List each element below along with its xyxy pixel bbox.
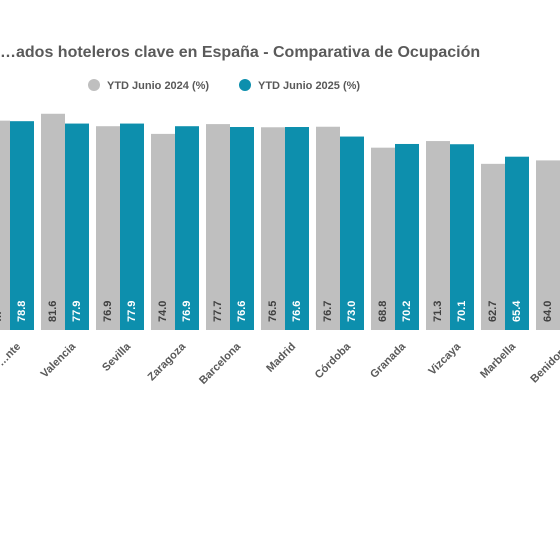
- value-label-2024-6: 76.7: [322, 301, 334, 322]
- chart-title: …ados hoteleros clave en España - Compar…: [0, 44, 480, 61]
- bar-2025-8: [450, 144, 474, 330]
- value-label-2024-2: 76.9: [102, 301, 114, 322]
- bar-2025-7: [395, 143, 419, 330]
- bar-2024-6: [316, 126, 340, 331]
- value-label-2024-4: 77.7: [212, 301, 224, 322]
- bar-2025-6: [340, 136, 364, 330]
- value-label-2025-1: 77.9: [71, 301, 83, 322]
- value-label-2024-10: 64.0: [542, 301, 554, 322]
- value-label-2025-8: 70.1: [456, 301, 468, 322]
- category-label-10: Benidorm: [528, 341, 560, 386]
- value-label-2025-5: 76.6: [291, 301, 303, 322]
- bar-2024-1: [41, 113, 65, 330]
- category-label-4: Barcelona: [197, 340, 244, 387]
- value-label-2024-1: 81.6: [47, 301, 59, 322]
- value-label-2024-5: 76.5: [267, 301, 279, 322]
- value-label-2025-7: 70.2: [401, 301, 413, 322]
- value-label-2024-3: 74.0: [157, 301, 169, 322]
- legend-label-2024: YTD Junio 2024 (%): [107, 80, 209, 92]
- category-label-1: Valencia: [39, 340, 79, 380]
- bar-2024-3: [151, 133, 175, 330]
- category-label-9: Marbella: [478, 340, 519, 381]
- value-label-2025-2: 77.9: [126, 301, 138, 322]
- value-label-2024-7: 68.8: [377, 301, 389, 322]
- category-label-3: Zaragoza: [146, 340, 189, 383]
- value-label-2024-8: 71.3: [432, 301, 444, 322]
- category-label-8: Vizcaya: [426, 340, 464, 378]
- legend-label-2025: YTD Junio 2025 (%): [258, 80, 360, 92]
- legend-marker-2024: [88, 79, 100, 91]
- value-labels-layer: … 78.8 81.6 77.9 76.9 77.9 74.0 76.9 77.7 76.6 76.…: [0, 300, 554, 322]
- value-label-2025-4: 76.6: [236, 301, 248, 322]
- bar-2025-4: [230, 127, 254, 330]
- value-label-2025-6: 73.0: [346, 301, 358, 322]
- bar-2024-0: [0, 120, 10, 331]
- value-label-2025-9: 65.4: [511, 300, 523, 322]
- bar-2025-2: [120, 123, 144, 330]
- bar-2025-1: [65, 123, 89, 330]
- bar-2024-8: [426, 141, 450, 330]
- value-label-2024-0: …: [0, 311, 4, 322]
- category-label-6: Córdoba: [313, 340, 354, 381]
- category-label-0: …nte: [0, 341, 23, 369]
- value-label-2025-3: 76.9: [181, 301, 193, 322]
- bar-2025-0: [10, 121, 34, 331]
- category-label-7: Granada: [368, 340, 409, 381]
- bar-2025-5: [285, 127, 309, 330]
- value-label-2024-9: 62.7: [487, 301, 499, 322]
- bar-2024-4: [206, 124, 230, 330]
- bar-2024-7: [371, 147, 395, 330]
- legend: YTD Junio 2024 (%) YTD Junio 2025 (%): [88, 79, 360, 92]
- bar-2024-2: [96, 126, 120, 330]
- category-labels-layer: …nte Valencia Sevilla Zaragoza Barcelona Madr…: [0, 340, 560, 387]
- bar-2025-3: [175, 126, 199, 330]
- bars-layer: [0, 113, 560, 331]
- category-label-5: Madrid: [264, 341, 298, 375]
- value-label-2025-0: 78.8: [16, 301, 28, 322]
- category-label-2: Sevilla: [100, 340, 134, 374]
- bar-2024-5: [261, 127, 285, 331]
- bar-2024-9: [481, 163, 505, 330]
- bar-2024-10: [536, 160, 560, 330]
- legend-marker-2025: [239, 79, 251, 91]
- bar-2025-9: [505, 156, 529, 330]
